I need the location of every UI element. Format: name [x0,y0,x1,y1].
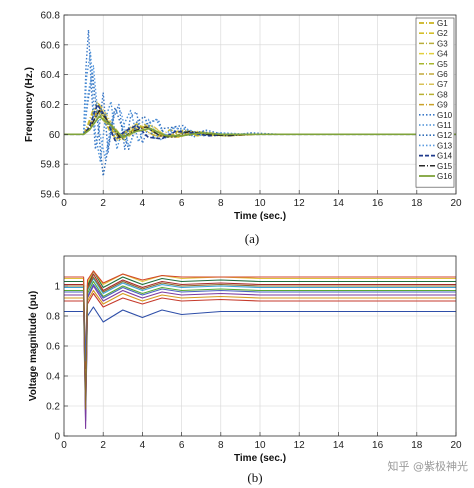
x-tick-label: 4 [140,198,146,209]
x-tick-label: 16 [372,440,384,451]
y-tick-label: 0.4 [46,372,60,383]
x-tick-label: 8 [218,198,224,209]
series-line-trace-10 [64,270,456,370]
x-tick-label: 14 [333,198,345,209]
y-tick-label: 59.8 [41,160,61,171]
legend-label: G16 [437,172,453,181]
x-tick-label: 8 [218,440,224,451]
caption-a: (a) [245,231,259,246]
y-tick-label: 60.6 [41,40,61,51]
y-axis-label: Frequency (Hz.) [24,67,35,142]
x-tick-label: 10 [254,198,266,209]
legend-label: G9 [437,101,448,110]
x-tick-label: 20 [450,440,462,451]
x-tick-label: 2 [100,440,106,451]
legend-label: G5 [437,60,448,69]
y-tick-label: 60.4 [41,70,61,81]
series-line-G11 [64,51,456,162]
y-tick-label: 0 [54,432,60,443]
legend-label: G11 [437,121,452,130]
y-tick-label: 0.6 [46,342,60,353]
chart-b: 0 2 4 6 8 10 12 14 16 18 20 0 0.2 0.4 0.6 0.8 1 Time (sec… [28,255,462,464]
x-tick-label: 16 [372,198,384,209]
y-tick-label: 60.8 [41,11,61,22]
legend-label: G2 [437,29,448,38]
legend-label: G3 [437,39,448,48]
legend-box [415,17,455,188]
y-tick-label: 60 [49,130,61,141]
series-line-G15 [64,109,456,140]
y-tick-label: 60.2 [41,100,61,111]
x-tick-label: 10 [254,440,266,451]
x-tick-label: 0 [61,198,67,209]
x-axis-label: Time (sec.) [234,453,286,464]
x-axis-label: Time (sec.) [234,211,286,222]
y-tick-label: 0.2 [46,402,60,413]
legend-label: G12 [437,131,453,140]
legend-label: G15 [437,162,453,171]
series-line-G14 [64,103,456,142]
legend-label: G10 [437,111,453,120]
x-tick-label: 18 [411,198,423,209]
series-line-G10 [64,29,456,153]
x-tick-label: 14 [333,440,345,451]
x-tick-label: 0 [61,440,67,451]
x-tick-label: 4 [140,440,146,451]
x-tick-label: 12 [294,198,306,209]
legend-label: G14 [437,152,453,161]
x-tick-label: 6 [179,198,185,209]
x-tick-label: 6 [179,440,185,451]
x-tick-label: 20 [450,198,462,209]
series-line-G16 [64,115,456,139]
legend-label: G4 [437,50,448,59]
x-tick-label: 2 [100,198,106,209]
x-tick-label: 12 [294,440,306,451]
legend-label: G6 [437,70,448,79]
y-tick-label: 1 [54,282,60,293]
watermark: 知乎 @紫极神光 [388,459,469,473]
caption-b: (b) [247,470,262,485]
series-line-trace-12 [64,276,456,410]
y-tick-label: 0.8 [46,312,60,323]
legend-label: G1 [437,19,448,28]
series-line-trace-11 [64,283,456,362]
y-tick-label: 59.6 [41,190,61,201]
y-axis-label: Voltage magnitude (pu) [28,291,39,401]
series-line-trace-4 [64,285,456,430]
x-tick-label: 18 [411,440,423,451]
legend-label: G13 [437,141,453,150]
legend-label: G7 [437,80,448,89]
legend-label: G8 [437,90,448,99]
series-line-G6 [64,109,456,140]
chart-a: 0 2 4 6 8 10 12 14 16 18 20 59.6 59.8 60 60.2 60.4 60.6 6… [24,11,462,223]
